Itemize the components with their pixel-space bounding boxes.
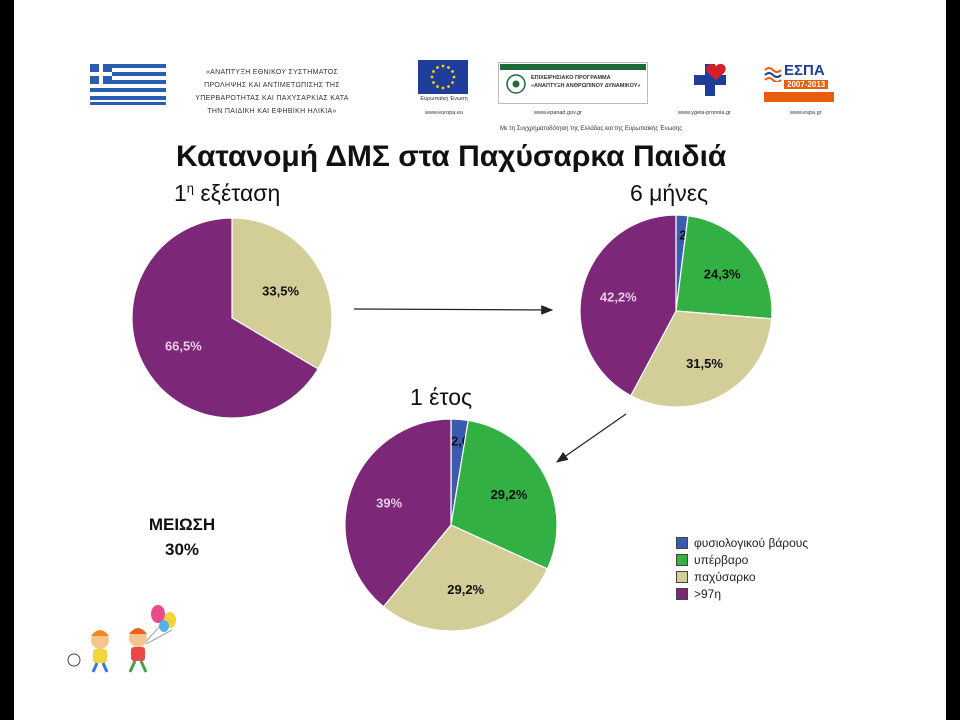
legend-swatch xyxy=(676,570,688,583)
pie-slice xyxy=(231,217,333,370)
pie-charts: 33,5%66,5%2%24,3%31,5%42,2%2,6%29,2%29,2… xyxy=(131,214,773,632)
cofinance-text: Με τη Συγχρηματοδότηση της Ελλάδας και τ… xyxy=(500,126,683,132)
chart-2-title: 6 μήνες xyxy=(630,180,709,206)
ministry-logo xyxy=(690,60,730,100)
legend-swatch xyxy=(676,536,688,549)
data-label: 31,5% xyxy=(686,356,723,371)
legend-label: >97η xyxy=(694,586,722,601)
data-label: 24,3% xyxy=(704,267,741,282)
pie-slice xyxy=(344,418,452,608)
legend-swatch xyxy=(676,553,688,566)
legend-item: παχύσαρκο xyxy=(676,568,808,585)
legend-item: φυσιολογικού βάρους xyxy=(676,534,808,551)
pie-slice xyxy=(382,524,549,632)
eu-flag-logo xyxy=(418,60,468,94)
legend-label: παχύσαρκο xyxy=(694,569,756,584)
pie-slice xyxy=(131,217,319,419)
reduction-value: 30% xyxy=(164,540,200,559)
data-label: 29,2% xyxy=(491,487,528,502)
arrow-to-6-months xyxy=(353,305,554,315)
op-logo: ΕΠΙΧΕΙΡΗΣΙΑΚΟ ΠΡΟΓΡΑΜΜΑ «ΑΝΑΠΤΥΞΗ ΑΝΘΡΩΠ… xyxy=(498,62,648,104)
reduction-note: ΜΕΙΩΣΗ 30% xyxy=(132,512,232,562)
data-label: 66,5% xyxy=(165,339,202,354)
legend-label: φυσιολογικού βάρους xyxy=(694,535,809,550)
eu-caption: Ευρωπαϊκή Ένωση xyxy=(420,96,468,102)
data-label: 39% xyxy=(376,496,402,511)
pie-slice xyxy=(675,215,773,320)
data-label: 33,5% xyxy=(262,283,299,298)
legend-label: υπέρβαρο xyxy=(694,552,749,567)
arrow-to-1-year xyxy=(556,413,627,463)
greek-flag-logo xyxy=(90,64,166,105)
chart-3-title: 1 έτος xyxy=(410,384,473,410)
legend-item: υπέρβαρο xyxy=(676,551,808,568)
legend-swatch xyxy=(676,587,688,600)
slide: «ΑΝΑΠΤΥΞΗ ΕΘΝΙΚΟΥ ΣΥΣΤΗΜΑΤΟΣ ΠΡΟΛΗΨΗΣ ΚΑ… xyxy=(14,0,946,720)
reduction-label: ΜΕΙΩΣΗ xyxy=(148,515,216,534)
ministry-url: www.ygeia-pronoia.gr xyxy=(678,110,731,116)
program-text: «ΑΝΑΠΤΥΞΗ ΕΘΝΙΚΟΥ ΣΥΣΤΗΜΑΤΟΣ ΠΡΟΛΗΨΗΣ ΚΑ… xyxy=(195,69,349,115)
pie-slice xyxy=(629,310,773,408)
chart-1-title: 1η εξέταση xyxy=(174,180,281,206)
espa-logo: ΕΣΠΑ 2007-2013 xyxy=(764,62,834,104)
pie-slice xyxy=(579,214,677,397)
legend-item: >97η xyxy=(676,585,808,602)
children-balloons-illustration xyxy=(67,605,176,673)
pie-slice xyxy=(450,419,558,570)
slide-title: Κατανομή ΔΜΣ στα Παχύσαρκα Παιδιά xyxy=(176,140,727,173)
espa-waves-icon xyxy=(764,67,782,82)
op-url: www.epanad.gov.gr xyxy=(534,110,582,116)
legend: φυσιολογικού βάρους υπέρβαρο παχύσαρκο >… xyxy=(676,534,808,602)
data-label: 42,2% xyxy=(600,290,637,305)
op-emblem-icon xyxy=(506,74,526,94)
data-label: 29,2% xyxy=(447,582,484,597)
eu-url: www.europa.eu xyxy=(425,110,463,116)
espa-url: www.espa.gr xyxy=(790,110,822,116)
